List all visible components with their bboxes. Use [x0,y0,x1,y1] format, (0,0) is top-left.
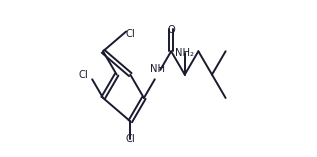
Text: Cl: Cl [79,70,88,80]
Text: Cl: Cl [126,29,135,39]
Text: NH₂: NH₂ [175,48,194,58]
Text: Cl: Cl [126,134,135,144]
Text: O: O [167,25,175,35]
Text: NH: NH [150,64,165,74]
